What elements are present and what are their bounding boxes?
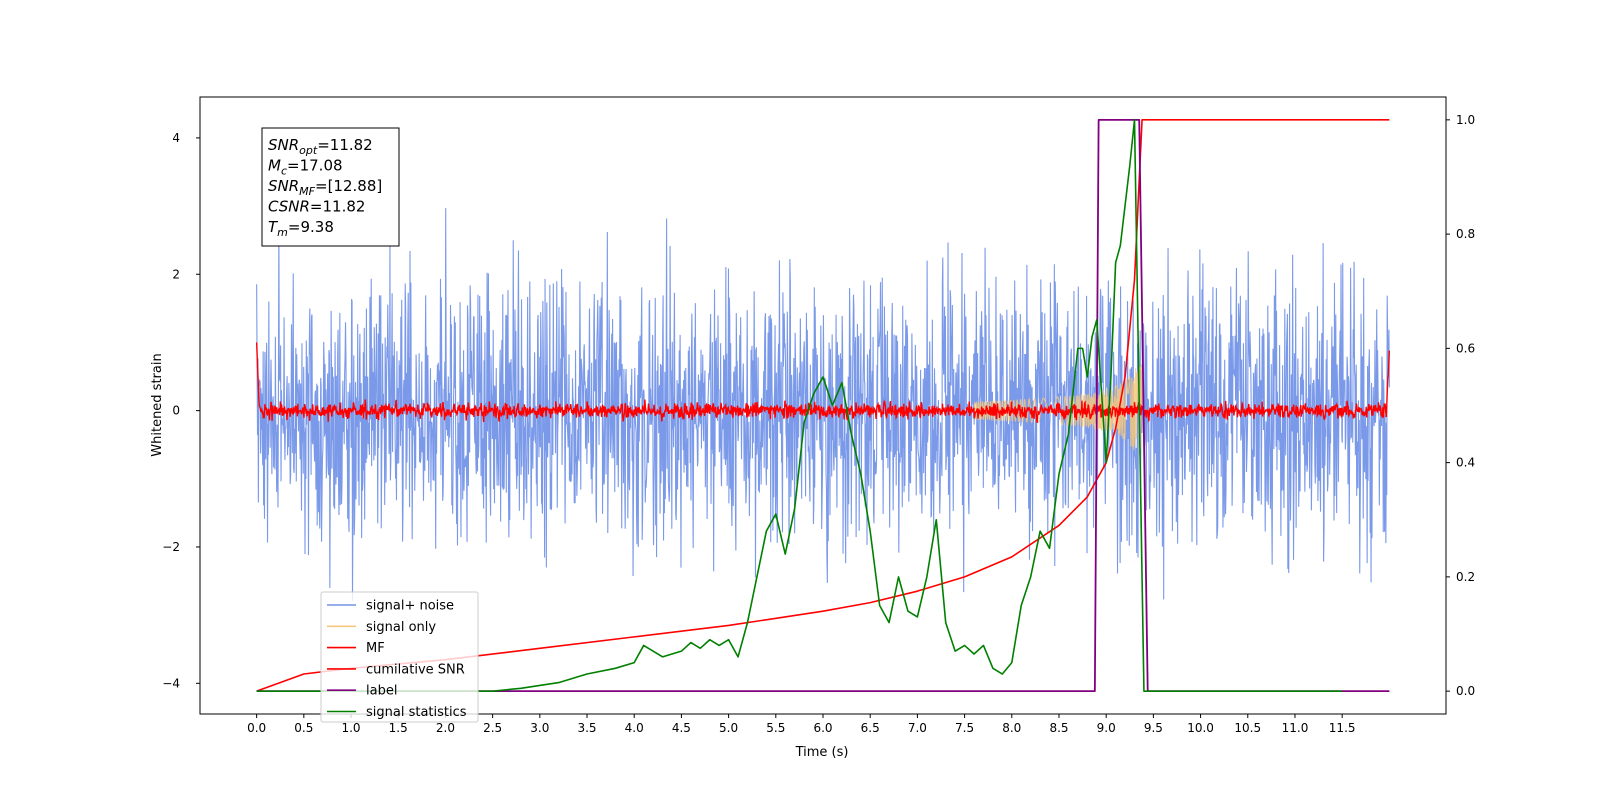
x-tick-label: 0.5 [294, 721, 313, 735]
x-tick-label: 9.5 [1144, 721, 1163, 735]
x-tick-label: 4.5 [672, 721, 691, 735]
series-signal-statistics [256, 119, 1343, 692]
y-tick-label: 0 [172, 404, 180, 418]
x-tick-label: 1.5 [389, 721, 408, 735]
x-tick-label: 3.5 [577, 721, 596, 735]
x-tick-label: 8.0 [1002, 721, 1021, 735]
x-tick-label: 10.0 [1187, 721, 1214, 735]
x-tick-label: 2.0 [436, 721, 455, 735]
x-tick-label: 5.0 [719, 721, 738, 735]
x-tick-label: 5.5 [766, 721, 785, 735]
annotation-line: CSNR=11.82 [268, 198, 365, 216]
x-tick-label: 7.5 [955, 721, 974, 735]
y-axis-label: Whitened strain [150, 353, 165, 456]
x-axis: 0.0 0.5 1.0 1.5 2.0 2.5 3.0 3.5 4.0 4.5 5.0 5.5 6.0 6… [247, 714, 1356, 735]
x-tick-label: 3.0 [530, 721, 549, 735]
annotation-line: Mc=17.08 [268, 157, 343, 178]
legend-label: MF [366, 641, 385, 656]
annotation-box: SNRopt=11.82Mc=17.08SNRMF=[12.88]CSNR=11… [261, 127, 400, 247]
legend-label: label [366, 684, 397, 699]
x-tick-label: 6.0 [813, 721, 832, 735]
legend: signal+ noise signal only MF cumilative SNR… [320, 591, 479, 723]
annotation-line: SNRMF=[12.88] [268, 177, 382, 198]
y-tick-label: −2 [162, 540, 180, 554]
legend-label: signal+ noise [366, 599, 454, 614]
x-axis-label: Time (s) [795, 745, 849, 760]
x-tick-label: 6.5 [861, 721, 880, 735]
y-axis-right: 0.0 0.2 0.4 0.6 0.8 1.0 [1446, 113, 1475, 698]
x-tick-label: 1.0 [341, 721, 360, 735]
y2-tick-label: 0.8 [1456, 227, 1475, 241]
y2-tick-label: 0.4 [1456, 456, 1475, 470]
y2-tick-label: 1.0 [1456, 113, 1475, 127]
x-tick-label: 8.5 [1049, 721, 1068, 735]
x-tick-label: 2.5 [483, 721, 502, 735]
x-tick-label: 11.0 [1282, 721, 1309, 735]
y-tick-label: 2 [172, 267, 180, 281]
x-tick-label: 11.5 [1329, 721, 1356, 735]
x-tick-label: 10.5 [1234, 721, 1261, 735]
series-mf [255, 342, 1391, 423]
x-tick-label: 9.0 [1097, 721, 1116, 735]
y2-tick-label: 0.0 [1456, 684, 1475, 698]
y2-tick-label: 0.2 [1456, 570, 1475, 584]
legend-label: signal only [366, 620, 436, 635]
legend-label: signal statistics [366, 705, 467, 720]
x-tick-label: 0.0 [247, 721, 266, 735]
series-signal-noise [256, 208, 1390, 602]
x-tick-label: 4.0 [625, 721, 644, 735]
y-axis-left: −4 −2 0 2 4 [162, 131, 200, 690]
x-tick-label: 7.0 [908, 721, 927, 735]
y-tick-label: 4 [172, 131, 180, 145]
legend-label: cumilative SNR [366, 662, 465, 677]
annotation-line: SNRopt=11.82 [268, 136, 373, 157]
annotation-line: Tm=9.38 [268, 218, 334, 239]
y2-tick-label: 0.6 [1456, 341, 1475, 355]
y-tick-label: −4 [162, 676, 180, 690]
